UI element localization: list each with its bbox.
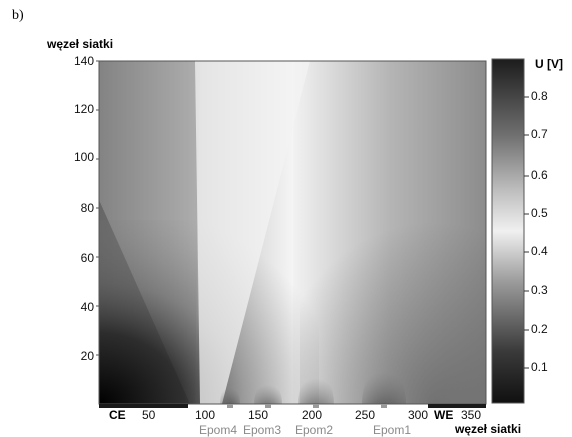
epom3-marker xyxy=(265,404,271,408)
y-tick-label: 40 xyxy=(80,300,94,314)
electrode-label-epom3: Epom3 xyxy=(243,423,282,437)
x-tick-label: 350 xyxy=(461,408,482,422)
x-tick-label: 250 xyxy=(355,408,376,422)
colorbar-tick-marks xyxy=(524,96,529,369)
y-tick-label: 100 xyxy=(73,150,94,164)
y-tick-marks xyxy=(96,60,99,356)
y-tick-label: 60 xyxy=(80,251,94,265)
x-tick-label: 150 xyxy=(248,408,269,422)
electrode-label-epom1: Epom1 xyxy=(373,423,412,437)
x-axis-title: węzeł siatki xyxy=(455,422,522,436)
y-tick-label: 120 xyxy=(73,102,94,116)
y-tick-label: 20 xyxy=(80,349,94,363)
electrode-label-epom2: Epom2 xyxy=(295,423,334,437)
colorbar-tick-label: 0.7 xyxy=(531,127,548,141)
electrode-label-epom4: Epom4 xyxy=(199,423,238,437)
x-tick-label: 300 xyxy=(408,408,429,422)
colorbar xyxy=(491,58,525,404)
y-tick-label: 140 xyxy=(73,54,94,68)
plot-frame xyxy=(98,60,487,405)
colorbar-tick-label: 0.4 xyxy=(531,244,548,258)
x-tick-label: 200 xyxy=(302,408,323,422)
ce-marker-label: CE xyxy=(109,408,126,422)
colorbar-tick-label: 0.8 xyxy=(531,89,548,103)
y-tick-label: 80 xyxy=(80,201,94,215)
epom2-marker xyxy=(313,404,319,408)
colorbar-title: U [V] xyxy=(535,57,563,71)
epom4-marker xyxy=(227,404,233,408)
colorbar-tick-label: 0.2 xyxy=(531,322,548,336)
epom1-marker xyxy=(381,404,387,408)
ce-electrode-bar xyxy=(99,404,188,408)
colorbar-tick-label: 0.3 xyxy=(531,283,548,297)
we-electrode-bar xyxy=(428,404,486,408)
panel-label: b) xyxy=(12,8,24,23)
x-tick-label: 100 xyxy=(195,408,216,422)
heatmap-field xyxy=(99,61,486,404)
colorbar-tick-label: 0.1 xyxy=(531,360,548,374)
x-tick-label: 50 xyxy=(142,408,156,422)
y-axis-title: węzeł siatki xyxy=(47,37,114,51)
we-marker-label: WE xyxy=(434,408,454,422)
colorbar-tick-label: 0.5 xyxy=(531,206,548,220)
colorbar-tick-label: 0.6 xyxy=(531,168,548,182)
